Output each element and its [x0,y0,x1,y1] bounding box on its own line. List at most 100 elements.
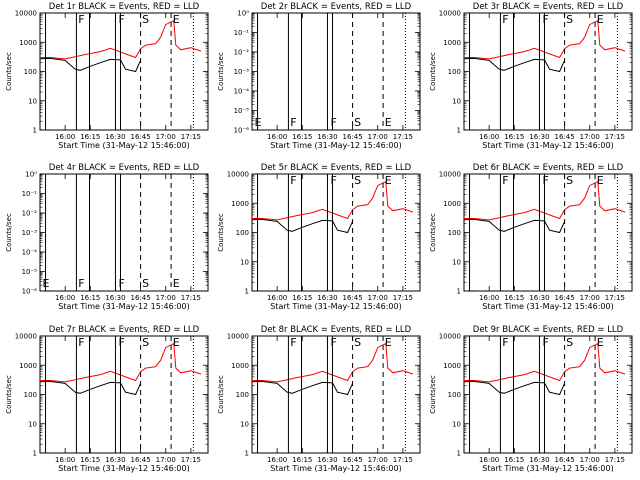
event-marker-label: S [566,13,573,26]
y-tick-label: 10⁻³ [234,68,250,76]
plot-frame [463,173,633,292]
x-tick-label: 16:30 [105,456,125,464]
x-axis-label: Start Time (31-May-12 15:46:00) [270,464,401,473]
lld-series-line [40,342,202,383]
y-axis-label: Counts/sec [429,213,437,252]
plot-frame [463,335,633,454]
x-tick-label: 16:00 [479,456,499,464]
x-tick-label: 16:15 [292,456,312,464]
x-tick-label: 16:45 [555,133,575,141]
plot-frame [39,173,209,292]
y-tick-label: 1 [457,450,461,458]
event-marker-label: F [502,174,508,187]
y-tick-label: 100 [448,391,461,399]
y-tick-label: 10 [452,420,461,428]
y-tick-label: 1 [457,127,461,135]
event-marker-label: F [118,13,124,26]
event-marker-label: F [542,174,548,187]
x-tick-label: 16:15 [292,133,312,141]
y-tick-label: 10000 [15,10,37,18]
x-tick-label: 16:30 [105,133,125,141]
events-series-line [40,380,142,396]
event-marker-label: E [173,336,180,349]
y-tick-label: 1 [33,127,37,135]
x-tick-label: 16:15 [504,456,524,464]
y-axis-label: Counts/sec [5,375,13,414]
plot-frame [39,12,209,131]
x-tick-label: 17:15 [181,294,201,302]
panel-det-9: Det 9r BLACK = Events, RED = LLD 1 10 100 10… [429,325,633,473]
event-marker-label: F [542,336,548,349]
x-axis-label: Start Time (31-May-12 15:46:00) [58,464,189,473]
x-tick-label: 16:30 [105,294,125,302]
events-series-line [464,218,566,234]
event-marker-label: E [597,13,604,26]
panel-title: Det 4r BLACK = Events, RED = LLD [49,163,200,173]
y-tick-label: 10⁻⁵ [234,107,250,115]
event-marker-label: F [118,336,124,349]
event-marker-label: F [330,116,336,129]
y-tick-label: 10⁻² [22,210,38,218]
lld-series-line [464,19,626,60]
event-marker-label: S [354,336,361,349]
event-marker-label: E [385,336,392,349]
y-tick-label: 10 [452,97,461,105]
event-marker-label: F [78,277,84,290]
event-marker-label: F [290,174,296,187]
x-tick-label: 17:15 [181,133,201,141]
y-tick-label: 10⁰ [25,171,37,179]
events-series-line [40,57,142,73]
y-tick-label: 10⁻⁵ [22,268,38,276]
y-tick-label: 10⁻¹ [234,29,250,37]
y-tick-label: 1 [245,450,249,458]
x-tick-label: 16:45 [131,456,151,464]
x-tick-label: 16:30 [317,133,337,141]
y-tick-label: 1 [245,288,249,296]
event-marker-label: S [142,277,149,290]
x-axis-label: Start Time (31-May-12 15:46:00) [270,141,401,150]
x-tick-label: 17:00 [156,456,176,464]
y-axis-label: Counts/sec [429,375,437,414]
event-marker-label: E [597,174,604,187]
panel-title: Det 5r BLACK = Events, RED = LLD [261,163,412,173]
x-tick-label: 16:45 [131,294,151,302]
lld-series-line [464,180,626,221]
event-marker-label: E [597,336,604,349]
x-axis-label: Start Time (31-May-12 15:46:00) [482,141,613,150]
y-tick-label: 10 [240,420,249,428]
x-tick-label: 17:00 [368,133,388,141]
panel-title: Det 1r BLACK = Events, RED = LLD [49,2,200,12]
plot-frame [251,335,421,454]
x-tick-label: 16:15 [80,294,100,302]
y-tick-label: 10⁰ [237,10,249,18]
y-tick-label: 1000 [19,362,37,370]
x-tick-label: 16:30 [529,456,549,464]
x-axis-label: Start Time (31-May-12 15:46:00) [58,302,189,311]
panel-title: Det 6r BLACK = Events, RED = LLD [473,163,624,173]
y-axis-label: Counts/sec [5,52,13,91]
x-tick-label: 16:45 [131,133,151,141]
y-tick-label: 10000 [439,333,461,341]
event-marker-label: F [330,336,336,349]
y-tick-label: 10000 [15,333,37,341]
x-tick-label: 17:00 [368,294,388,302]
x-tick-label: 16:00 [267,294,287,302]
x-tick-label: 16:00 [55,456,75,464]
event-marker-label: F [330,174,336,187]
event-marker-label: S [354,116,361,129]
panel-det-6: Det 6r BLACK = Events, RED = LLD 1 10 100 10… [429,163,633,311]
x-tick-label: 16:30 [317,294,337,302]
plot-frame [39,335,209,454]
event-marker-label: F [542,13,548,26]
x-tick-label: 16:00 [55,133,75,141]
event-marker-label: E [173,277,180,290]
lld-series-line [464,342,626,383]
panel-det-7: Det 7r BLACK = Events, RED = LLD 1 10 100 10… [5,325,209,473]
y-axis-label: Counts/sec [217,213,225,252]
panel-title: Det 9r BLACK = Events, RED = LLD [473,325,624,335]
y-tick-label: 10⁻⁶ [234,127,250,135]
y-tick-label: 10000 [439,171,461,179]
panel-title: Det 2r BLACK = Events, RED = LLD [261,2,412,12]
events-series-line [464,57,566,73]
